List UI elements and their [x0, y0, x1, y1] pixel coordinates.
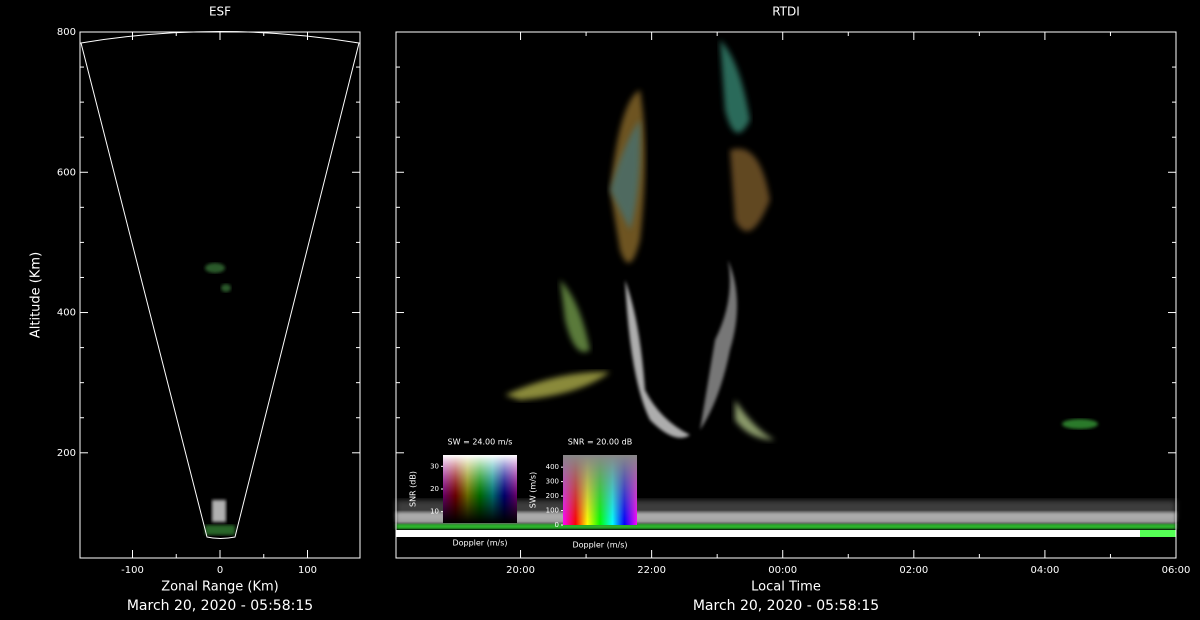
- x-tick-label: 00:00: [768, 565, 797, 576]
- x-tick-label: 02:00: [899, 565, 928, 576]
- x-tick-label: 06:00: [1162, 565, 1191, 576]
- key-tick-label: 300: [546, 478, 559, 486]
- x-tick-label: 22:00: [637, 565, 666, 576]
- key-tick-label: 10: [430, 508, 439, 516]
- chart-title: RTDI: [772, 5, 800, 19]
- beam-fan: [80, 31, 360, 539]
- y-tick-label: 800: [57, 27, 76, 38]
- x-axis-title: Zonal Range (Km): [161, 580, 278, 595]
- subtitle: March 20, 2020 - 05:58:15: [127, 598, 313, 614]
- esf-echoes: [205, 263, 235, 535]
- subtitle: March 20, 2020 - 05:58:15: [693, 598, 879, 614]
- key-tick-label: 0: [555, 521, 559, 529]
- key-title: SW = 24.00 m/s: [448, 438, 513, 447]
- key-y-title: SW (m/s): [529, 472, 538, 508]
- x-axis-title: Local Time: [751, 580, 821, 595]
- x-tick-label: 20:00: [506, 565, 535, 576]
- key-tick-label: 30: [430, 462, 439, 470]
- key-x-title: Doppler (m/s): [572, 541, 627, 550]
- key-tick-label: 200: [546, 492, 559, 500]
- y-tick-label: 200: [57, 448, 76, 459]
- key-y-title: SNR (dB): [409, 471, 418, 507]
- x-tick-label: 0: [217, 565, 223, 576]
- x-tick-label: -100: [121, 565, 144, 576]
- y-tick-label: 600: [57, 167, 76, 178]
- y-tick-label: 400: [57, 308, 76, 319]
- chart-title: ESF: [209, 5, 231, 19]
- color-key-shade: [443, 455, 517, 523]
- key-title: SNR = 20.00 dB: [568, 438, 632, 447]
- x-tick-label: 100: [298, 565, 317, 576]
- key-tick-label: 400: [546, 463, 559, 471]
- key-tick-label: 100: [546, 507, 559, 515]
- color-key-shade: [563, 455, 637, 525]
- x-tick-label: 04:00: [1030, 565, 1059, 576]
- plot-frame: [395, 31, 1177, 559]
- key-x-title: Doppler (m/s): [452, 539, 507, 548]
- plot-frame: [79, 31, 361, 559]
- y-axis-title: Altitude (Km): [29, 252, 44, 338]
- key-tick-label: 20: [430, 485, 439, 493]
